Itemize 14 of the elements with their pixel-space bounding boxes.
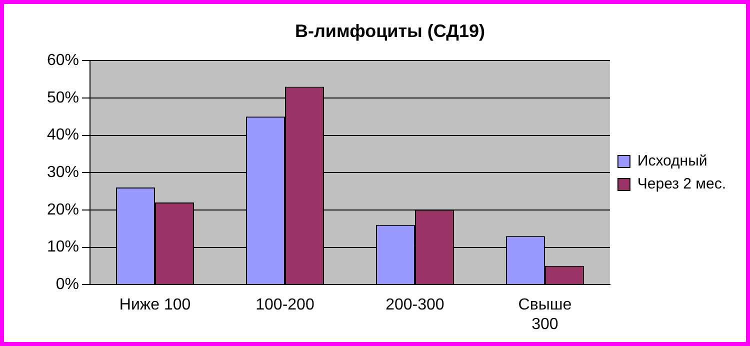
- chart-title: В-лимфоциты (СД19): [295, 20, 485, 41]
- legend-label: Исходный: [637, 152, 708, 170]
- y-tick-label: 0%: [56, 276, 80, 294]
- y-tick-label: 20%: [46, 201, 80, 218]
- legend-label: Через 2 мес.: [637, 176, 726, 193]
- y-tick-label: 30%: [46, 164, 80, 182]
- y-tick-label: 40%: [46, 126, 80, 144]
- x-tick-label: Свыше 300: [518, 296, 572, 333]
- y-tick-label: 60%: [46, 52, 80, 70]
- y-tick-label: 10%: [46, 238, 80, 256]
- x-tick-label: 200-300: [386, 296, 444, 314]
- y-tick-label: 50%: [46, 89, 80, 106]
- x-tick-label: Ниже 100: [119, 296, 191, 314]
- x-tick-label: 100-200: [256, 296, 314, 314]
